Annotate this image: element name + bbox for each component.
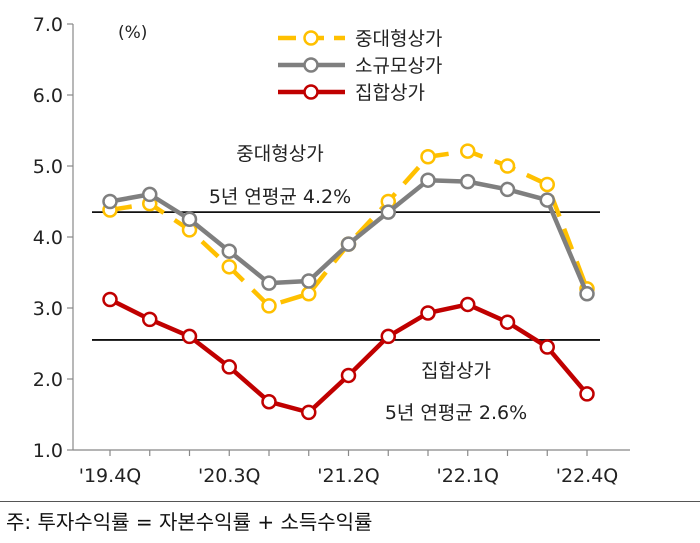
y-tick-label: 7.0 — [33, 14, 63, 36]
series-point-2 — [460, 173, 476, 190]
series-point-3 — [261, 393, 277, 410]
series-point-3 — [499, 314, 516, 330]
series-layer — [102, 143, 595, 421]
series-point-2 — [420, 172, 436, 188]
series-line-3 — [108, 297, 589, 415]
series-point-2 — [102, 193, 118, 210]
y-tick-label: 1.0 — [33, 440, 63, 462]
annotation-title-2: 집합상가 — [421, 360, 491, 382]
y-tick-label: 5.0 — [33, 156, 63, 178]
x-tick-label: '21.2Q — [317, 465, 379, 487]
series-point-1 — [420, 149, 436, 165]
series-point-2 — [340, 236, 357, 252]
series-point-2 — [499, 181, 516, 198]
y-tick-label: 4.0 — [33, 227, 63, 249]
annotation-title-1: 중대형상가 — [236, 143, 323, 165]
series-point-1 — [460, 143, 476, 159]
chart-area: 1.0 2.0 3.0 4.0 5.0 6.0 7.0 '19.4Q '20.3Q '21.2Q… — [33, 14, 630, 487]
series-point-3 — [102, 291, 118, 308]
series-point-3 — [380, 328, 396, 345]
series-point-1 — [499, 158, 516, 174]
legend-label-1: 중대형상가 — [355, 28, 442, 50]
reference-lines — [92, 211, 600, 341]
series-point-2 — [181, 211, 198, 227]
series-point-2 — [142, 186, 158, 203]
series-point-1 — [221, 259, 237, 275]
legend-label-3: 집합상가 — [355, 82, 425, 104]
legend-marker-3 — [303, 84, 319, 100]
x-axis: '19.4Q '20.3Q '21.2Q '22.1Q '22.4Q — [73, 449, 630, 487]
legend-marker-1 — [303, 30, 319, 46]
series-point-3 — [181, 328, 198, 345]
series-point-3 — [301, 404, 317, 421]
footnote-divider — [0, 501, 700, 502]
series-point-3 — [420, 305, 436, 321]
unit-label: (%) — [118, 23, 147, 43]
series-point-3 — [539, 339, 555, 355]
series-point-2 — [221, 243, 237, 259]
x-tick-label: '19.4Q — [79, 465, 141, 487]
legend-label-2: 소규모상가 — [355, 55, 442, 77]
x-tick-label: '22.1Q — [437, 465, 499, 487]
y-axis: 1.0 2.0 3.0 4.0 5.0 6.0 7.0 — [33, 14, 74, 462]
series-point-2 — [579, 286, 595, 302]
series-point-2 — [261, 275, 277, 291]
series-point-3 — [221, 359, 237, 375]
x-tick-label: '20.3Q — [198, 465, 260, 487]
y-tick-label: 6.0 — [33, 85, 63, 107]
y-tick-label: 2.0 — [33, 369, 63, 391]
series-point-2 — [301, 273, 317, 289]
series-point-3 — [460, 296, 476, 313]
legend-marker-2 — [303, 57, 319, 73]
footnote: 주: 투자수익률 = 자본수익률 + 소득수익률 — [6, 510, 373, 534]
annotation-average-2: 5년 연평균 2.6% — [385, 402, 527, 424]
series-point-3 — [579, 386, 595, 402]
series-point-1 — [301, 286, 317, 302]
series-point-3 — [340, 367, 357, 384]
series-point-3 — [142, 311, 158, 328]
series-point-2 — [380, 204, 396, 220]
series-line-1 — [109, 148, 590, 309]
x-tick-label: '22.4Q — [556, 465, 618, 487]
series-point-2 — [539, 192, 555, 208]
annotations: 중대형상가 5년 연평균 4.2% 집합상가 5년 연평균 2.6% — [209, 143, 527, 424]
annotation-average-1: 5년 연평균 4.2% — [209, 186, 351, 208]
series-point-1 — [539, 176, 555, 193]
series-point-1 — [261, 298, 277, 314]
y-tick-label: 3.0 — [33, 298, 63, 320]
